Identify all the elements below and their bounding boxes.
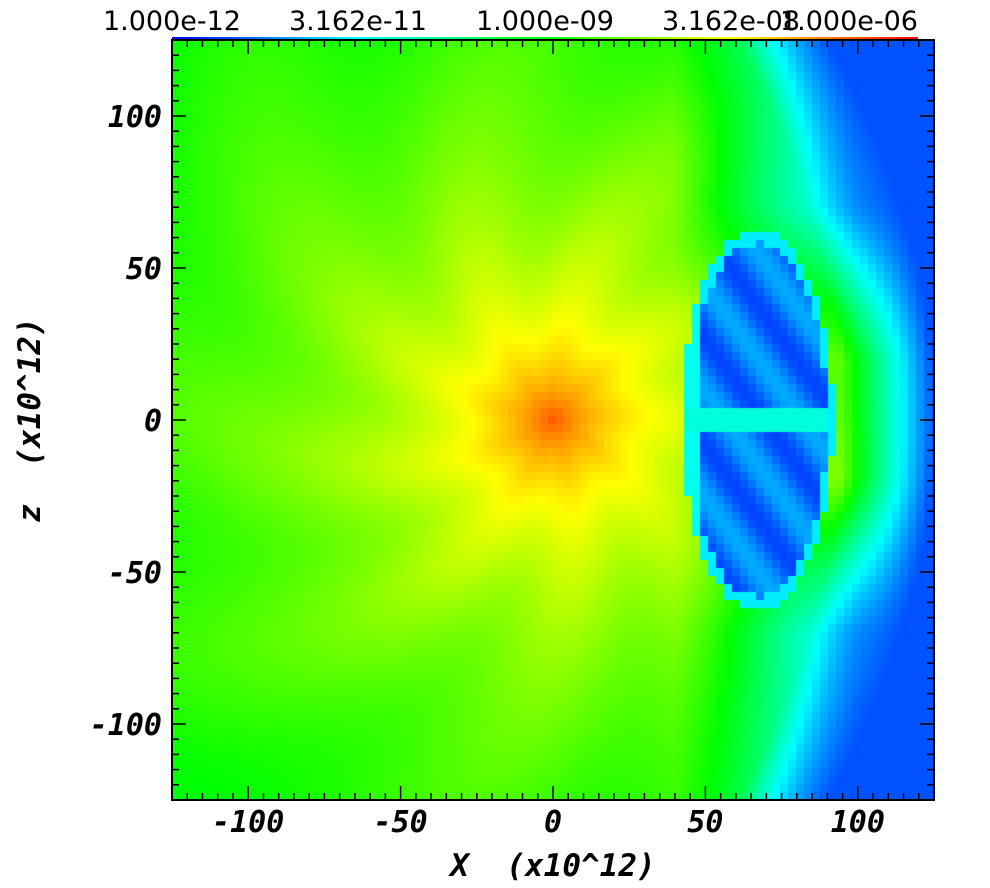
x-tick-label: 100 <box>831 805 885 840</box>
colorbar-tick-label-4: 1.000e-06 <box>780 6 918 37</box>
y-tick-label: -100 <box>90 708 162 743</box>
heatmap-field <box>172 40 934 800</box>
x-tick-label: -100 <box>212 805 284 840</box>
x-tick-label: 50 <box>687 805 723 840</box>
x-axis-label: X (x10^12) <box>447 848 655 884</box>
y-axis-label: z (x10^12) <box>12 317 48 522</box>
y-tick-label: 50 <box>126 252 162 287</box>
y-tick-label: -50 <box>108 556 162 591</box>
y-tick-label: 0 <box>144 404 162 439</box>
colorbar-tick-label-2: 1.000e-09 <box>476 6 614 37</box>
colorbar-tick-label-1: 3.162e-11 <box>289 6 427 37</box>
y-tick-label: 100 <box>108 100 162 135</box>
colorbar-tick-label-0: 1.000e-12 <box>103 6 241 37</box>
colorbar-tick-label-3: 3.162e-08 <box>662 6 800 37</box>
heatmap-plot-area <box>172 40 934 800</box>
plot-axes: -100 -50 0 50 100 100 50 0 -50 -100 <box>90 39 935 840</box>
x-tick-label: -50 <box>374 805 428 840</box>
x-tick-label: 0 <box>544 805 562 840</box>
